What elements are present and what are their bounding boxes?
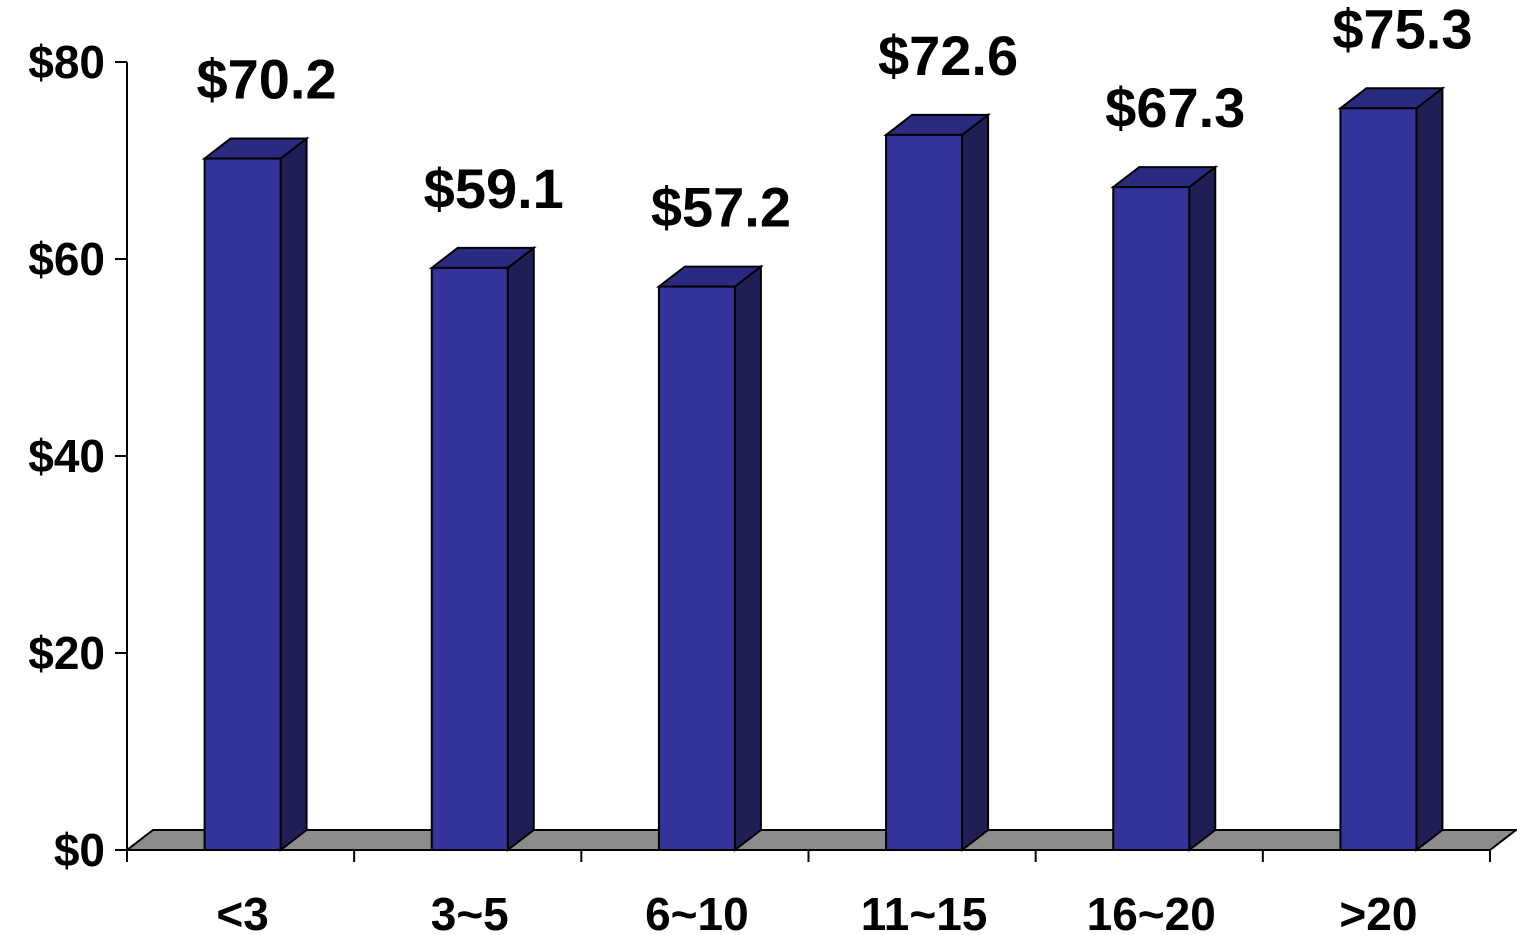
x-category-label-4: 16~20 (1087, 888, 1216, 935)
y-tick-label: $20 (28, 627, 105, 679)
bar-side-0 (279, 136, 308, 853)
bar-3 (885, 133, 964, 851)
chart-floor (124, 829, 1517, 851)
bar-side-5 (1415, 86, 1444, 853)
x-category-label-0: <3 (216, 888, 268, 935)
bar-side-1 (506, 245, 535, 853)
bar-0 (203, 157, 282, 851)
x-category-label-5: >20 (1339, 888, 1417, 935)
data-label-4: $67.3 (1105, 76, 1245, 139)
chart-floor-layer (124, 829, 1517, 851)
bar-1 (430, 266, 509, 851)
bar-5 (1339, 107, 1418, 852)
x-category-label-3: 11~15 (861, 888, 988, 935)
data-label-1: $59.1 (424, 157, 564, 220)
x-category-label-1: 3~5 (431, 888, 509, 935)
bar-side-4 (1188, 165, 1217, 853)
y-tick-label: $80 (28, 36, 105, 88)
bar-2 (657, 285, 736, 851)
labels-layer: $70.2 <3 $59.1 3~5 $57.2 6~10 $72.6 11~15 $67.3 1… (197, 0, 1473, 935)
bars-layer (201, 86, 1446, 853)
y-tick-label: $40 (28, 430, 105, 482)
data-label-2: $57.2 (651, 176, 791, 239)
bar-4 (1112, 186, 1191, 852)
data-label-0: $70.2 (197, 48, 337, 111)
axis-layer: $0 $20 $40 $60 $80 (28, 36, 1491, 876)
y-tick-label: $60 (28, 233, 105, 285)
x-category-label-2: 6~10 (645, 888, 749, 935)
bar-side-2 (733, 264, 762, 853)
bar-side-3 (961, 112, 990, 853)
y-tick-label: $0 (54, 824, 105, 876)
data-label-5: $75.3 (1332, 0, 1472, 60)
data-label-3: $72.6 (878, 24, 1018, 87)
